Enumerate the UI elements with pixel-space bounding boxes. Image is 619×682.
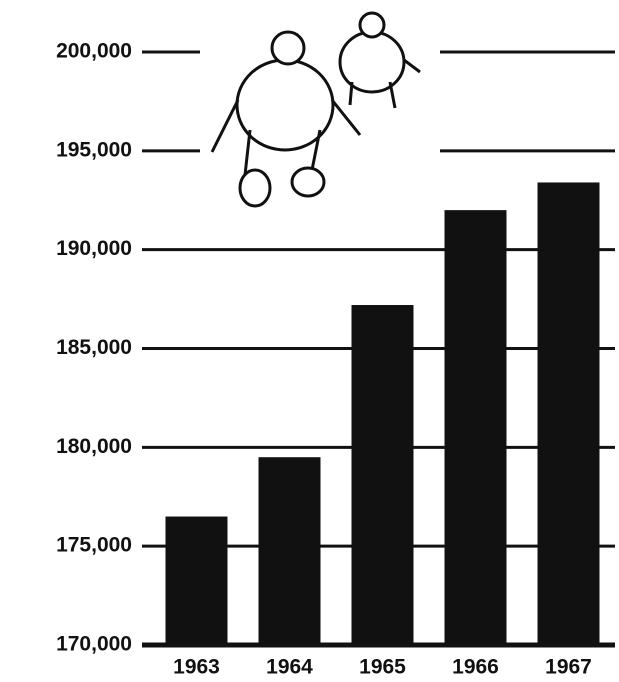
x-tick-label: 1967 [545, 656, 592, 679]
x-tick-label: 1965 [359, 656, 406, 679]
axis-layer: 170,000 175,000 180,000 185,000 190,000 195,0… [56, 40, 615, 679]
bar [258, 457, 321, 645]
y-tick-label: 190,000 [56, 237, 132, 260]
y-tick-label: 175,000 [56, 534, 132, 557]
y-tick-label: 170,000 [56, 633, 132, 656]
bar [537, 182, 600, 645]
bar [444, 210, 507, 645]
y-tick-label: 200,000 [56, 40, 132, 63]
bar [165, 516, 228, 645]
y-tick-label: 180,000 [56, 435, 132, 458]
bar-layer [165, 182, 600, 645]
y-tick-label: 185,000 [56, 336, 132, 359]
y-tick-label: 195,000 [56, 138, 132, 161]
bar [351, 305, 414, 645]
x-tick-label: 1964 [266, 656, 313, 679]
x-tick-label: 1963 [173, 656, 220, 679]
x-tick-label: 1966 [452, 656, 499, 679]
illustration [200, 11, 440, 210]
